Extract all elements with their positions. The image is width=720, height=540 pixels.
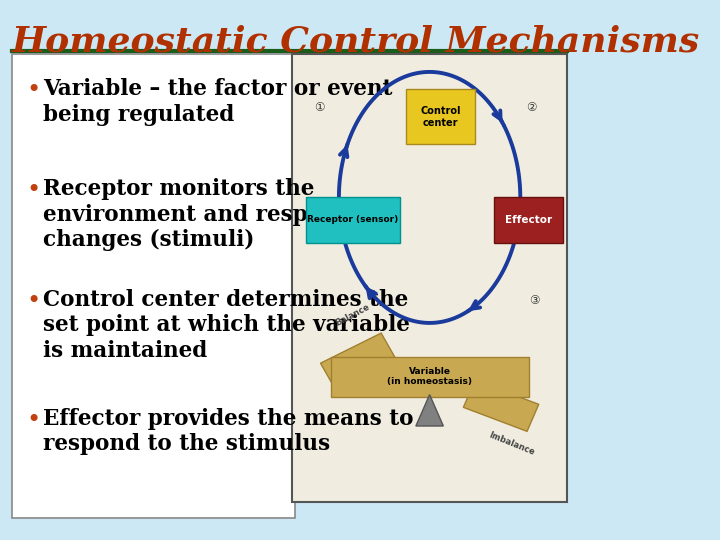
Text: Receptor monitors the
environment and responds to
changes (stimuli): Receptor monitors the environment and re… (43, 178, 397, 251)
Text: ②: ② (526, 102, 536, 114)
Text: ①: ① (315, 102, 325, 114)
FancyBboxPatch shape (330, 356, 528, 397)
FancyBboxPatch shape (12, 54, 295, 518)
Text: Effector: Effector (505, 215, 552, 225)
Text: •: • (26, 78, 40, 102)
Text: ③: ③ (528, 294, 539, 307)
Polygon shape (320, 333, 396, 389)
Text: Control
center: Control center (420, 106, 461, 127)
FancyBboxPatch shape (306, 197, 400, 242)
Text: Variable – the factor or event
being regulated: Variable – the factor or event being reg… (43, 78, 393, 126)
Text: Effector provides the means to
respond to the stimulus: Effector provides the means to respond t… (43, 408, 414, 455)
Text: Variable
(in homeostasis): Variable (in homeostasis) (387, 367, 472, 387)
Text: Imbalance: Imbalance (488, 430, 536, 457)
Text: •: • (26, 408, 40, 431)
Text: Control center determines the
set point at which the variable
is maintained: Control center determines the set point … (43, 289, 410, 362)
FancyBboxPatch shape (406, 90, 475, 144)
Text: •: • (26, 178, 40, 202)
Polygon shape (416, 395, 444, 426)
Text: •: • (26, 289, 40, 313)
Text: Homeostatic Control Mechanisms: Homeostatic Control Mechanisms (12, 24, 700, 58)
Polygon shape (464, 380, 539, 431)
FancyBboxPatch shape (494, 197, 563, 242)
FancyBboxPatch shape (292, 54, 567, 502)
Text: Receptor (sensor): Receptor (sensor) (307, 215, 398, 224)
Text: Balance: Balance (334, 302, 372, 327)
